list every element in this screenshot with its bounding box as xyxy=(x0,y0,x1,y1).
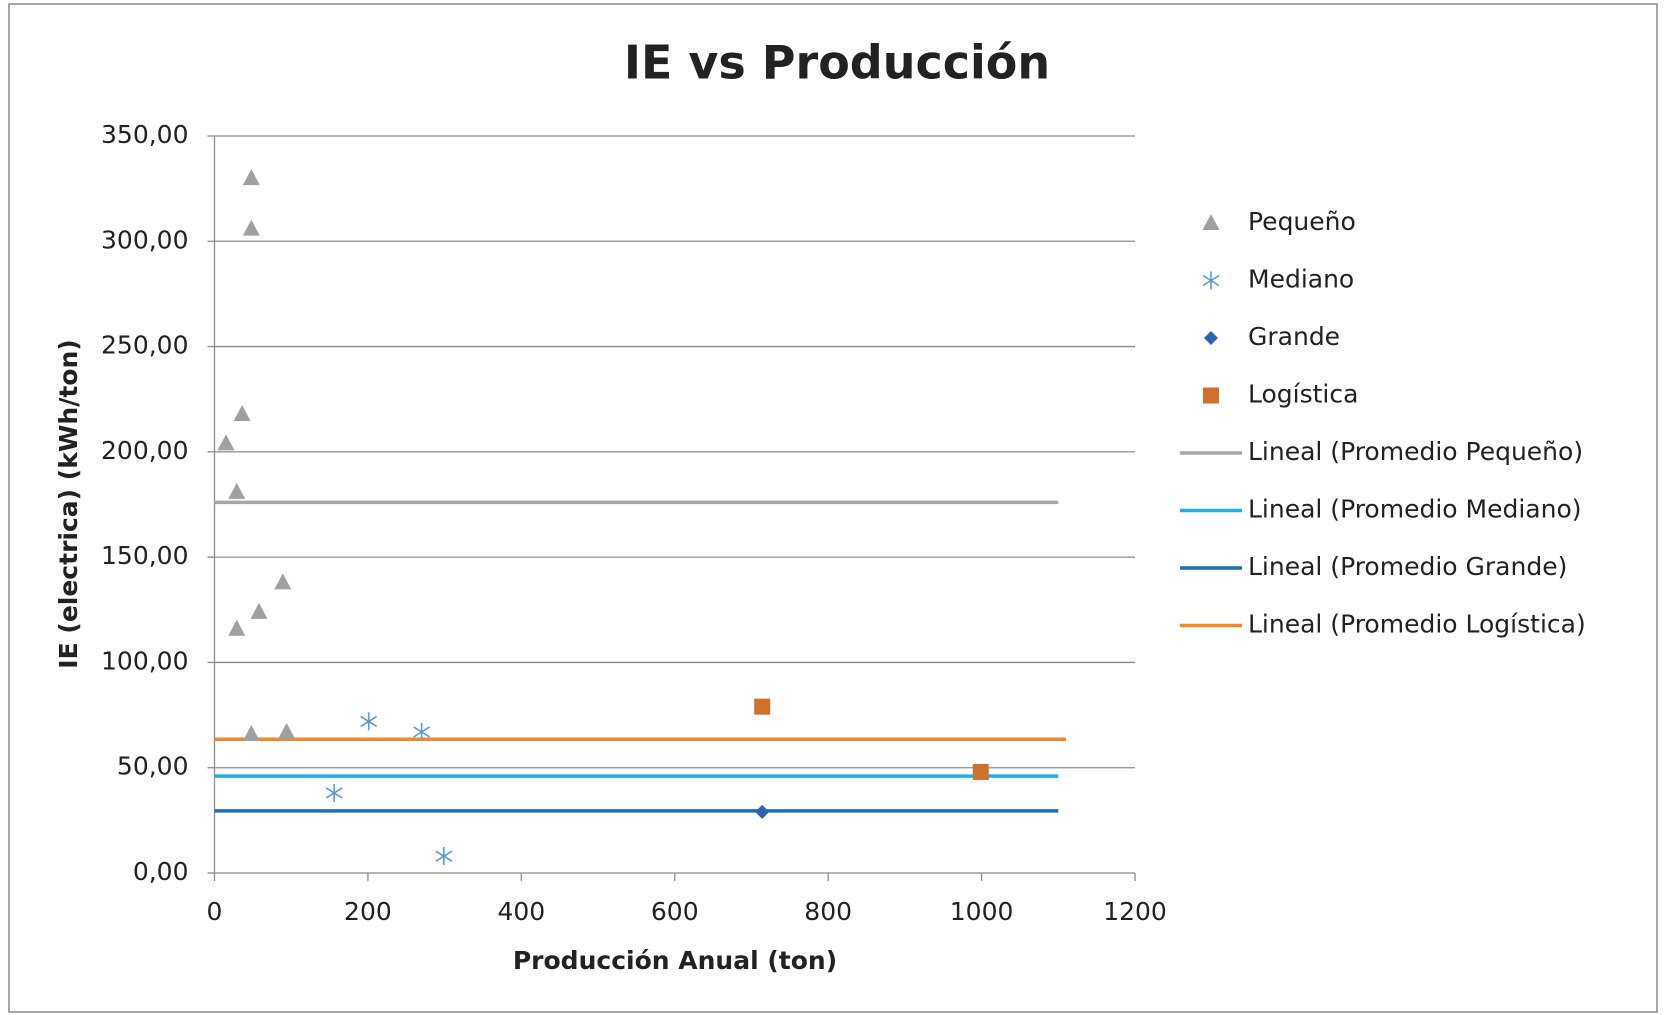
legend-marker xyxy=(1204,331,1218,345)
y-tick-label: 300,00 xyxy=(101,225,188,254)
x-tick-label: 1000 xyxy=(950,897,1014,926)
asterisk-stroke xyxy=(413,726,431,738)
legend-label: Lineal (Promedio Logística) xyxy=(1248,610,1586,639)
x-axis-label: Producción Anual (ton) xyxy=(513,946,837,975)
y-tick-label: 200,00 xyxy=(101,436,188,465)
chart-title: IE vs Producción xyxy=(624,36,1050,90)
y-tick-label: 0,00 xyxy=(133,857,189,886)
x-tick-label: 1200 xyxy=(1103,897,1167,926)
y-tick-label: 350,00 xyxy=(101,120,188,149)
x-tick-label: 200 xyxy=(344,897,392,926)
legend-label: Lineal (Promedio Mediano) xyxy=(1248,495,1582,524)
triangle-marker xyxy=(250,602,268,619)
triangle-marker xyxy=(242,725,260,742)
square-marker xyxy=(972,763,989,780)
triangle-marker xyxy=(242,219,260,236)
triangle-marker xyxy=(242,169,260,186)
asterisk-marker xyxy=(325,783,343,802)
x-tick-label: 800 xyxy=(804,897,852,926)
diamond-marker xyxy=(755,804,770,819)
asterisk-stroke xyxy=(360,715,378,728)
legend-label: Lineal (Promedio Pequeño) xyxy=(1248,437,1583,466)
triangle-marker xyxy=(217,434,235,451)
chart-frame xyxy=(8,3,1658,1013)
legend-label: Mediano xyxy=(1248,265,1354,294)
legend-label: Logística xyxy=(1248,380,1358,409)
legend-marker xyxy=(1202,214,1220,230)
asterisk-marker xyxy=(360,712,378,731)
legend-marker xyxy=(1202,271,1220,290)
x-tick-label: 600 xyxy=(651,897,699,926)
triangle-marker xyxy=(233,404,251,421)
legend-marker xyxy=(1203,387,1219,404)
y-tick-label: 150,00 xyxy=(101,541,188,570)
x-tick-label: 400 xyxy=(497,897,545,926)
triangle-marker xyxy=(274,573,292,590)
y-tick-label: 100,00 xyxy=(101,646,188,675)
asterisk-marker xyxy=(435,847,453,866)
triangle-marker xyxy=(228,619,246,636)
asterisk-stroke xyxy=(1202,274,1220,287)
y-tick-label: 250,00 xyxy=(101,331,188,360)
asterisk-stroke xyxy=(325,787,343,799)
y-axis-label: IE (electrica) (kWh/ton) xyxy=(54,339,83,668)
legend-label: Grande xyxy=(1248,322,1340,351)
legend-label: Pequeño xyxy=(1248,207,1356,236)
asterisk-stroke xyxy=(435,850,453,862)
asterisk-marker xyxy=(413,722,431,741)
triangle-marker xyxy=(278,722,296,739)
triangle-marker xyxy=(228,482,246,499)
y-tick-label: 50,00 xyxy=(117,752,189,781)
x-tick-label: 0 xyxy=(207,897,223,926)
square-marker xyxy=(754,698,771,715)
legend-label: Lineal (Promedio Grande) xyxy=(1248,552,1567,581)
